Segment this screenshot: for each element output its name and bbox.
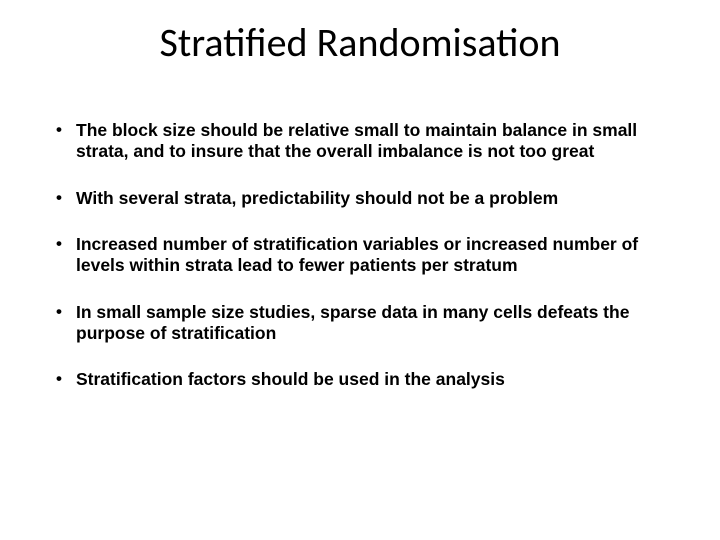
bullet-item: With several strata, predictability shou… xyxy=(54,188,680,209)
bullet-item: Stratification factors should be used in… xyxy=(54,369,680,390)
bullet-item: The block size should be relative small … xyxy=(54,120,680,163)
bullet-list: The block size should be relative small … xyxy=(54,120,680,391)
bullet-item: Increased number of stratification varia… xyxy=(54,234,680,277)
slide-body: The block size should be relative small … xyxy=(54,120,680,416)
slide: Stratified Randomisation The block size … xyxy=(0,0,720,540)
slide-title: Stratified Randomisation xyxy=(0,0,720,67)
bullet-item: In small sample size studies, sparse dat… xyxy=(54,302,680,345)
